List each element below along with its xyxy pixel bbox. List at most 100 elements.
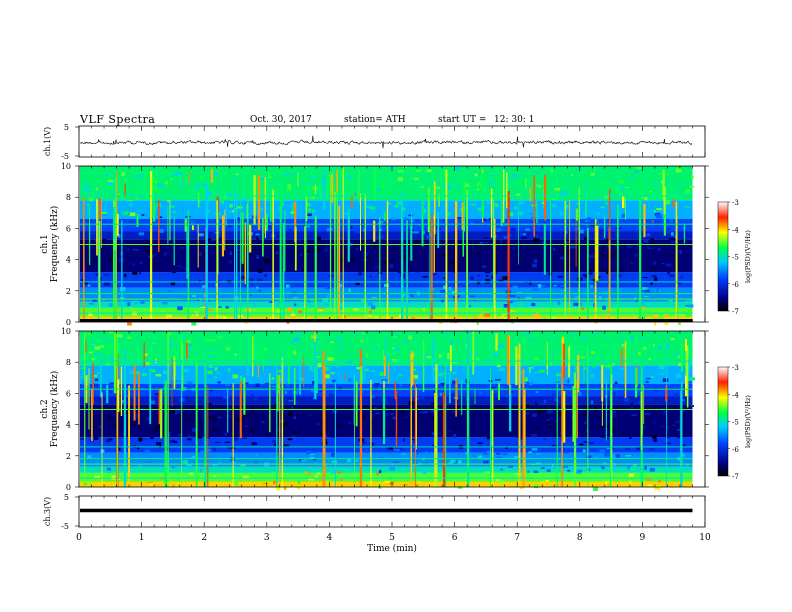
ch1-spectrogram-texture xyxy=(443,277,447,280)
x-tick-label: 2 xyxy=(201,533,207,543)
ch1-spectrogram-texture xyxy=(442,183,448,188)
ch1-spectrogram-texture xyxy=(597,224,601,227)
ch2-spectrogram-texture xyxy=(390,412,394,416)
ch2-spectrogram-texture xyxy=(313,339,320,341)
ch1-spectrogram-texture xyxy=(163,252,168,256)
ch1-spectrogram-texture xyxy=(380,258,386,260)
ch1-spectrogram-texture xyxy=(489,177,494,181)
ch1-spectrogram-texture xyxy=(158,184,163,189)
ch1-spectrogram-texture xyxy=(275,167,279,170)
ch1-spectrogram-texture xyxy=(252,303,256,306)
ch1-spectrogram-sferic xyxy=(672,199,675,208)
ch1-spectrogram-texture xyxy=(391,249,397,252)
ch2-spectrogram-texture xyxy=(448,462,453,464)
ch2-spectrogram-texture xyxy=(615,385,621,389)
ch1-spectrogram-ytick-label: 8 xyxy=(66,193,71,202)
ch1-spectrogram-texture xyxy=(690,300,693,303)
ch1-spectrogram-texture xyxy=(520,232,525,237)
ch1-spectrogram-texture xyxy=(651,275,657,277)
ch2-spectrogram-texture xyxy=(355,334,360,337)
ch1-spectrogram-texture xyxy=(236,249,242,251)
ch1-spectrogram-sferic xyxy=(116,170,118,232)
ch2-spectrogram-texture xyxy=(642,459,648,464)
ch1-spectrogram-texture xyxy=(590,172,596,176)
ch2-spectrogram-texture xyxy=(140,356,145,360)
ch1-spectrogram-texture xyxy=(129,202,132,205)
ch2-spectrogram-texture xyxy=(200,450,204,453)
ch2-spectrogram-sferic xyxy=(359,349,363,487)
ch2-spectrogram-texture xyxy=(547,409,554,414)
ch1-spectrogram-texture xyxy=(440,290,446,294)
ch2-spectrogram-texture xyxy=(284,350,289,353)
ch1-spectrogram-texture xyxy=(255,233,260,236)
ch2-spectrogram-texture xyxy=(310,389,316,393)
ch2-spectrogram-texture xyxy=(392,347,395,350)
ch2-spectrogram-sferic xyxy=(410,353,412,487)
x-tick-label: 4 xyxy=(327,533,333,543)
ch1-spectrogram-texture xyxy=(422,209,426,213)
ch2-spectrogram-sferic xyxy=(82,337,84,376)
ch1-spectrogram-sferic xyxy=(543,224,546,275)
ch2-spectrogram-texture xyxy=(541,409,548,412)
ch2-spectrogram-sferic xyxy=(262,340,264,372)
ch1-spectrogram-texture xyxy=(177,306,183,311)
ch2-spectrogram-tone-line xyxy=(80,463,693,465)
ch1-spectrogram-texture xyxy=(207,238,212,241)
ch2-spectrogram-texture xyxy=(316,356,321,358)
ch2-spectrogram-texture xyxy=(534,402,538,406)
ch1-spectrogram-texture xyxy=(153,187,159,192)
ch2-spectrogram-sferic xyxy=(278,376,280,394)
ch1-spectrogram-texture xyxy=(664,313,668,316)
ch1-spectrogram-texture xyxy=(581,307,585,310)
ch1-spectrogram-sferic xyxy=(186,226,188,279)
ch1-spectrogram-texture xyxy=(397,270,403,273)
ch2-spectrogram-texture xyxy=(210,460,213,463)
ch1-spectrogram-texture xyxy=(121,172,125,176)
ch2-spectrogram-sferic xyxy=(435,364,438,487)
ch1-spectrogram-sferic xyxy=(262,218,264,257)
ch2-spectrogram-texture xyxy=(543,399,547,404)
ch2-spectrogram-texture xyxy=(309,453,315,456)
ch2-spectrogram-texture xyxy=(544,466,550,471)
ch1-spectrogram-texture xyxy=(396,251,399,253)
ch2-spectrogram-texture xyxy=(476,358,480,360)
ch1-spectrogram-texture xyxy=(685,189,690,193)
ch1-spectrogram-texture xyxy=(443,170,448,175)
ch1-spectrogram-texture xyxy=(391,218,397,220)
ch1-spectrogram-texture xyxy=(633,253,638,258)
ch2-spectrogram-texture xyxy=(168,332,173,336)
ch2-spectrogram-texture xyxy=(570,468,575,472)
ch2-spectrogram-texture xyxy=(475,396,481,398)
ch1-spectrogram-texture xyxy=(312,243,316,248)
ch1-spectrogram-texture xyxy=(496,180,502,182)
ch1-spectrogram-texture xyxy=(664,321,669,325)
ch2-spectrogram-texture xyxy=(309,414,312,417)
ch2-spectrogram-texture xyxy=(551,464,554,469)
ch2-spectrogram-texture xyxy=(125,411,130,415)
ch2-spectrogram-tone-line xyxy=(80,477,693,479)
ch1-spectrogram-texture xyxy=(293,173,298,176)
ch2-spectrogram-texture xyxy=(209,339,216,342)
ch1-spectrogram-texture xyxy=(139,271,142,275)
ch2-spectrogram-sferic xyxy=(128,385,130,487)
ch1-spectrogram-texture xyxy=(286,284,289,288)
ch2-spectrogram-texture xyxy=(660,408,664,410)
ch2-spectrogram-sferic xyxy=(281,357,284,413)
ch1-spectrogram-texture xyxy=(564,190,568,192)
ch2-spectrogram-texture xyxy=(288,411,293,416)
ch2-spectrogram-texture xyxy=(437,404,441,406)
ch1-spectrogram-texture xyxy=(196,261,199,264)
ch1-spectrogram-texture xyxy=(678,249,681,253)
ch1-spectrogram-texture xyxy=(195,312,199,316)
ch2-spectrogram-texture xyxy=(631,414,637,416)
ch1-spectrogram-texture xyxy=(198,298,202,302)
ch2-spectrogram-texture xyxy=(393,335,397,338)
ch1-spectrogram-sferic xyxy=(336,178,338,322)
ch2-spectrogram-texture xyxy=(598,426,605,428)
ch1-spectrogram-texture xyxy=(89,303,94,305)
ch2-spectrogram-texture xyxy=(208,348,211,351)
ch2-spectrogram-texture xyxy=(347,378,353,382)
ch1-spectrogram-texture xyxy=(351,231,356,234)
ch1-spectrogram-texture xyxy=(293,303,297,307)
ch2-spectrogram-texture xyxy=(478,445,482,447)
